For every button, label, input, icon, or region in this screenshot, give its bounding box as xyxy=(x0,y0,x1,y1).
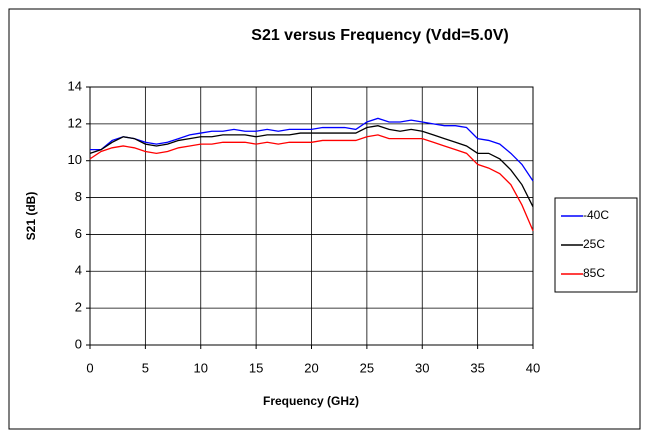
x-tick-label: 10 xyxy=(194,360,208,375)
series-line xyxy=(90,117,534,182)
legend-label: 85C xyxy=(583,266,605,280)
legend-label: -40C xyxy=(583,208,609,222)
plot-border xyxy=(89,86,534,346)
x-tick-label: 30 xyxy=(415,360,429,375)
x-axis-label: Frequency (GHz) xyxy=(263,394,359,408)
x-tick-label: 5 xyxy=(142,360,149,375)
y-tick-label: 8 xyxy=(75,189,82,204)
x-tick-label: 40 xyxy=(526,360,540,375)
x-tick-label: 15 xyxy=(249,360,263,375)
y-tick-label: 4 xyxy=(75,263,82,278)
x-tick-label: 35 xyxy=(470,360,484,375)
x-tick-label: 25 xyxy=(360,360,374,375)
series-line xyxy=(89,125,534,208)
y-tick-label: 2 xyxy=(75,300,82,315)
chart-title: S21 versus Frequency (Vdd=5.0V) xyxy=(251,27,508,44)
chart-frame xyxy=(8,8,641,430)
y-tick-label: 12 xyxy=(68,115,82,130)
x-tick-label: 20 xyxy=(304,360,318,375)
y-tick-label: 10 xyxy=(68,152,82,167)
series-line xyxy=(89,134,534,231)
y-axis-label: S21 (dB) xyxy=(24,192,38,241)
y-tick-label: 0 xyxy=(75,336,82,351)
y-tick-label: 14 xyxy=(68,78,82,93)
legend-label: 25C xyxy=(583,237,605,251)
y-tick-label: 6 xyxy=(75,226,82,241)
x-tick-label: 0 xyxy=(86,360,93,375)
